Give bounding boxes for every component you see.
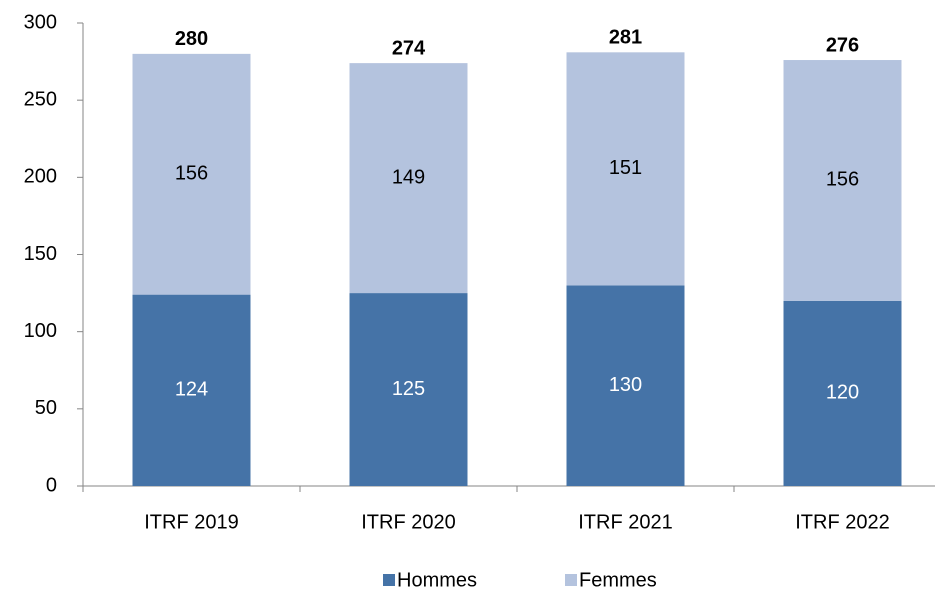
value-label: 156 [175,163,208,185]
y-tick-label: 150 [24,243,57,265]
y-tick-label: 0 [46,474,57,496]
value-label: 149 [392,166,425,188]
total-label: 280 [175,28,208,50]
value-label: 130 [609,374,642,396]
x-tick-label: ITRF 2020 [361,511,455,533]
legend-swatch [383,574,395,586]
legend-label: Femmes [579,569,657,591]
bar-segment [132,294,251,486]
bar-segment [349,63,468,294]
bar-segment [349,293,468,486]
y-tick-label: 100 [24,320,57,342]
bar-segment [566,52,685,286]
value-label: 125 [392,378,425,400]
total-label: 281 [609,27,642,49]
y-tick-label: 250 [24,88,57,110]
legend-swatch [565,574,577,586]
y-tick-label: 200 [24,166,57,188]
value-label: 124 [175,379,208,401]
value-label: 151 [609,157,642,179]
y-tick-label: 50 [35,397,57,419]
total-label: 274 [392,37,426,59]
legend-label: Hommes [397,569,477,591]
x-tick-label: ITRF 2022 [795,511,889,533]
bar-segment [132,53,251,295]
x-tick-label: ITRF 2021 [578,511,672,533]
bar-segment [783,300,902,486]
y-tick-label: 300 [24,11,57,33]
value-label: 120 [826,382,859,404]
value-label: 156 [826,169,859,191]
bar-segment [566,285,685,486]
total-label: 276 [826,34,859,56]
x-tick-label: ITRF 2019 [144,511,238,533]
bar-segment [783,60,902,301]
